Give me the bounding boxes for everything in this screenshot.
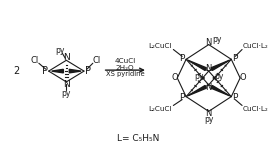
Text: XS pyridine: XS pyridine xyxy=(106,71,145,77)
Text: N: N xyxy=(63,80,70,89)
Polygon shape xyxy=(188,60,206,70)
Text: 2: 2 xyxy=(13,66,19,76)
Text: N: N xyxy=(63,53,70,62)
Text: py: py xyxy=(204,115,213,124)
Polygon shape xyxy=(69,69,81,73)
Text: L₂CuCl: L₂CuCl xyxy=(148,106,171,112)
Text: P: P xyxy=(179,54,185,63)
Text: P: P xyxy=(232,93,238,102)
Text: N: N xyxy=(206,38,212,47)
Polygon shape xyxy=(52,69,63,73)
Text: 4CuCl: 4CuCl xyxy=(115,58,136,64)
Polygon shape xyxy=(211,86,229,96)
Text: CuCl·L₂: CuCl·L₂ xyxy=(243,43,269,49)
Text: Cl: Cl xyxy=(31,56,39,65)
Text: P: P xyxy=(179,93,185,102)
Text: P: P xyxy=(85,66,91,76)
Polygon shape xyxy=(211,60,229,70)
Text: py: py xyxy=(212,35,221,44)
Text: py: py xyxy=(62,89,71,98)
Text: P: P xyxy=(232,54,238,63)
Text: py: py xyxy=(194,72,204,81)
Text: CuCl·L₂: CuCl·L₂ xyxy=(243,106,269,112)
Text: Cl: Cl xyxy=(93,56,101,65)
Text: L= C₅H₅N: L= C₅H₅N xyxy=(117,134,159,143)
Text: O: O xyxy=(171,73,178,82)
Text: py: py xyxy=(214,72,223,81)
Text: 2H₂O: 2H₂O xyxy=(116,65,134,71)
Text: P: P xyxy=(42,66,48,76)
Polygon shape xyxy=(188,86,206,96)
Text: N: N xyxy=(206,83,212,92)
Text: N: N xyxy=(206,64,212,73)
Text: L₂CuCl: L₂CuCl xyxy=(148,43,171,49)
Text: N: N xyxy=(206,109,212,118)
Text: py: py xyxy=(56,46,65,55)
Text: O: O xyxy=(240,73,246,82)
